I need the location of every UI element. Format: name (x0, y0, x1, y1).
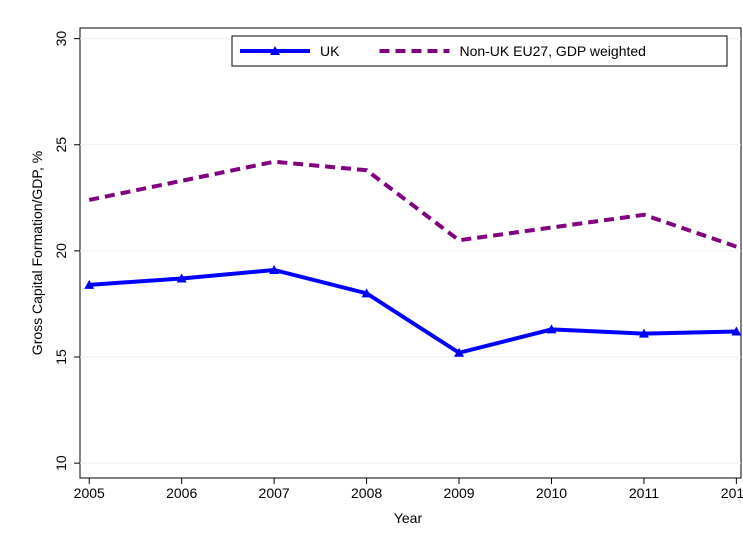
x-tick-label: 2006 (166, 485, 197, 501)
series-marker (454, 347, 465, 357)
x-tick-label: 2008 (351, 485, 382, 501)
series-marker (84, 279, 95, 289)
series-marker (731, 326, 742, 336)
y-tick-label: 25 (53, 137, 69, 153)
series-marker (546, 324, 557, 334)
y-axis-title: Gross Capital Formation/GDP, % (29, 151, 45, 355)
series-marker (361, 288, 372, 298)
legend-label: UK (320, 43, 340, 59)
legend-box (231, 35, 728, 67)
x-tick-label: 2011 (629, 485, 659, 501)
x-tick-label: 2009 (443, 485, 474, 501)
series-marker (269, 264, 280, 274)
x-tick-label: 2012 (721, 485, 743, 501)
series-marker (638, 328, 649, 338)
x-tick-label: 2005 (74, 485, 105, 501)
series-marker (176, 273, 187, 283)
series-line (89, 267, 737, 355)
x-tick-label: 2010 (536, 485, 567, 501)
y-tick-label: 15 (53, 349, 69, 365)
legend-marker (270, 46, 280, 55)
plot-area (79, 27, 742, 479)
series-line (88, 159, 738, 249)
y-tick-label: 10 (53, 455, 69, 471)
x-axis-title: Year (394, 510, 423, 526)
x-tick-label: 2007 (259, 485, 290, 501)
legend-label: Non-UK EU27, GDP weighted (459, 43, 646, 59)
y-tick-label: 30 (53, 31, 69, 47)
y-tick-label: 20 (53, 243, 69, 259)
